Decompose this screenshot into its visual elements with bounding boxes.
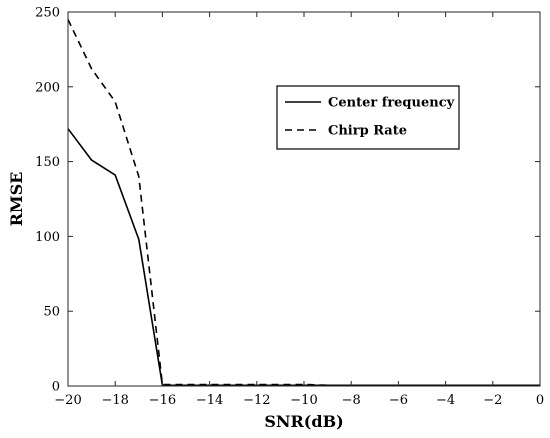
plot-area (68, 12, 540, 386)
x-tick-label: −14 (196, 393, 223, 408)
legend-label-2: Chirp Rate (328, 124, 407, 139)
y-axis-label: RMSE (7, 172, 26, 227)
axes-group: −20 −18 −16 −14 −12 −10 −8 −6 −4 −2 00501001502002… (35, 6, 544, 409)
legend-box (276, 85, 460, 150)
y-tick-label: 200 (35, 80, 60, 95)
y-tick-label: 100 (35, 230, 60, 245)
y-tick-label: 50 (43, 305, 60, 320)
x-tick-label: −8 (342, 393, 361, 408)
legend: Center frequency Chirp Rate (276, 85, 460, 150)
x-tick-label: −20 (54, 393, 81, 408)
y-tick-label: 0 (52, 380, 60, 395)
x-tick-label: −16 (149, 393, 176, 408)
x-tick-label: −2 (483, 393, 502, 408)
x-tick-label: −6 (389, 393, 408, 408)
x-tick-label: −12 (243, 393, 270, 408)
series-line-2 (67, 19, 540, 387)
x-tick-label: −4 (436, 393, 455, 408)
x-tick-label: 0 (536, 393, 544, 408)
y-tick-label: 250 (35, 6, 60, 21)
plot-background (68, 12, 540, 386)
legend-label-1: Center frequency (328, 96, 455, 111)
x-axis-label: SNR(dB) (264, 412, 343, 431)
x-tick-label: −18 (101, 393, 128, 408)
x-tick-label: −10 (290, 393, 317, 408)
y-tick-label: 150 (35, 155, 60, 170)
